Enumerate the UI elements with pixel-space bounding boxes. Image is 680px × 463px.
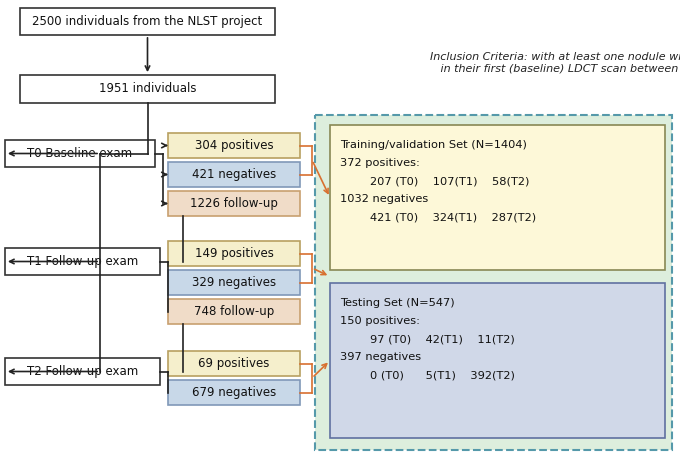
Bar	[330, 125, 665, 270]
Bar	[5, 358, 160, 385]
Bar	[168, 270, 300, 295]
Text: 421 negatives: 421 negatives	[192, 168, 276, 181]
Text: 397 negatives: 397 negatives	[340, 352, 421, 362]
Text: Training/validation Set (N=1404): Training/validation Set (N=1404)	[340, 140, 527, 150]
Bar	[20, 75, 275, 103]
Text: Inclusion Criteria: with at least one nodule within the range 4 ~ 30 mm found
  : Inclusion Criteria: with at least one no…	[430, 52, 680, 74]
Text: 748 follow-up: 748 follow-up	[194, 305, 274, 318]
Text: 1032 negatives: 1032 negatives	[340, 194, 428, 204]
Bar	[168, 133, 300, 158]
Text: 0 (T0)      5(T1)    392(T2): 0 (T0) 5(T1) 392(T2)	[370, 370, 515, 380]
Bar	[5, 140, 155, 167]
Bar	[330, 283, 665, 438]
Text: 69 positives: 69 positives	[199, 357, 270, 370]
Text: T0 Baseline exam: T0 Baseline exam	[27, 147, 133, 160]
Bar	[20, 8, 275, 35]
Text: 150 positives:: 150 positives:	[340, 316, 420, 326]
Text: T2 Follow-up exam: T2 Follow-up exam	[27, 365, 138, 378]
Bar	[168, 191, 300, 216]
Text: 304 positives: 304 positives	[194, 139, 273, 152]
Bar	[5, 248, 160, 275]
Text: Testing Set (N=547): Testing Set (N=547)	[340, 298, 455, 308]
Text: 1951 individuals: 1951 individuals	[99, 82, 197, 95]
Bar	[168, 351, 300, 376]
Text: 97 (T0)    42(T1)    11(T2): 97 (T0) 42(T1) 11(T2)	[370, 334, 515, 344]
Bar	[168, 299, 300, 324]
Text: 2500 individuals from the NLST project: 2500 individuals from the NLST project	[33, 15, 262, 28]
Bar	[168, 241, 300, 266]
Text: 329 negatives: 329 negatives	[192, 276, 276, 289]
Text: 149 positives: 149 positives	[194, 247, 273, 260]
Text: T1 Follow-up exam: T1 Follow-up exam	[27, 255, 138, 268]
Bar	[168, 380, 300, 405]
Bar	[168, 162, 300, 187]
Text: 421 (T0)    324(T1)    287(T2): 421 (T0) 324(T1) 287(T2)	[370, 212, 536, 222]
Text: 207 (T0)    107(T1)    58(T2): 207 (T0) 107(T1) 58(T2)	[370, 176, 529, 186]
Text: 1226 follow-up: 1226 follow-up	[190, 197, 278, 210]
Text: 679 negatives: 679 negatives	[192, 386, 276, 399]
Bar	[315, 115, 672, 450]
Text: 372 positives:: 372 positives:	[340, 158, 420, 168]
